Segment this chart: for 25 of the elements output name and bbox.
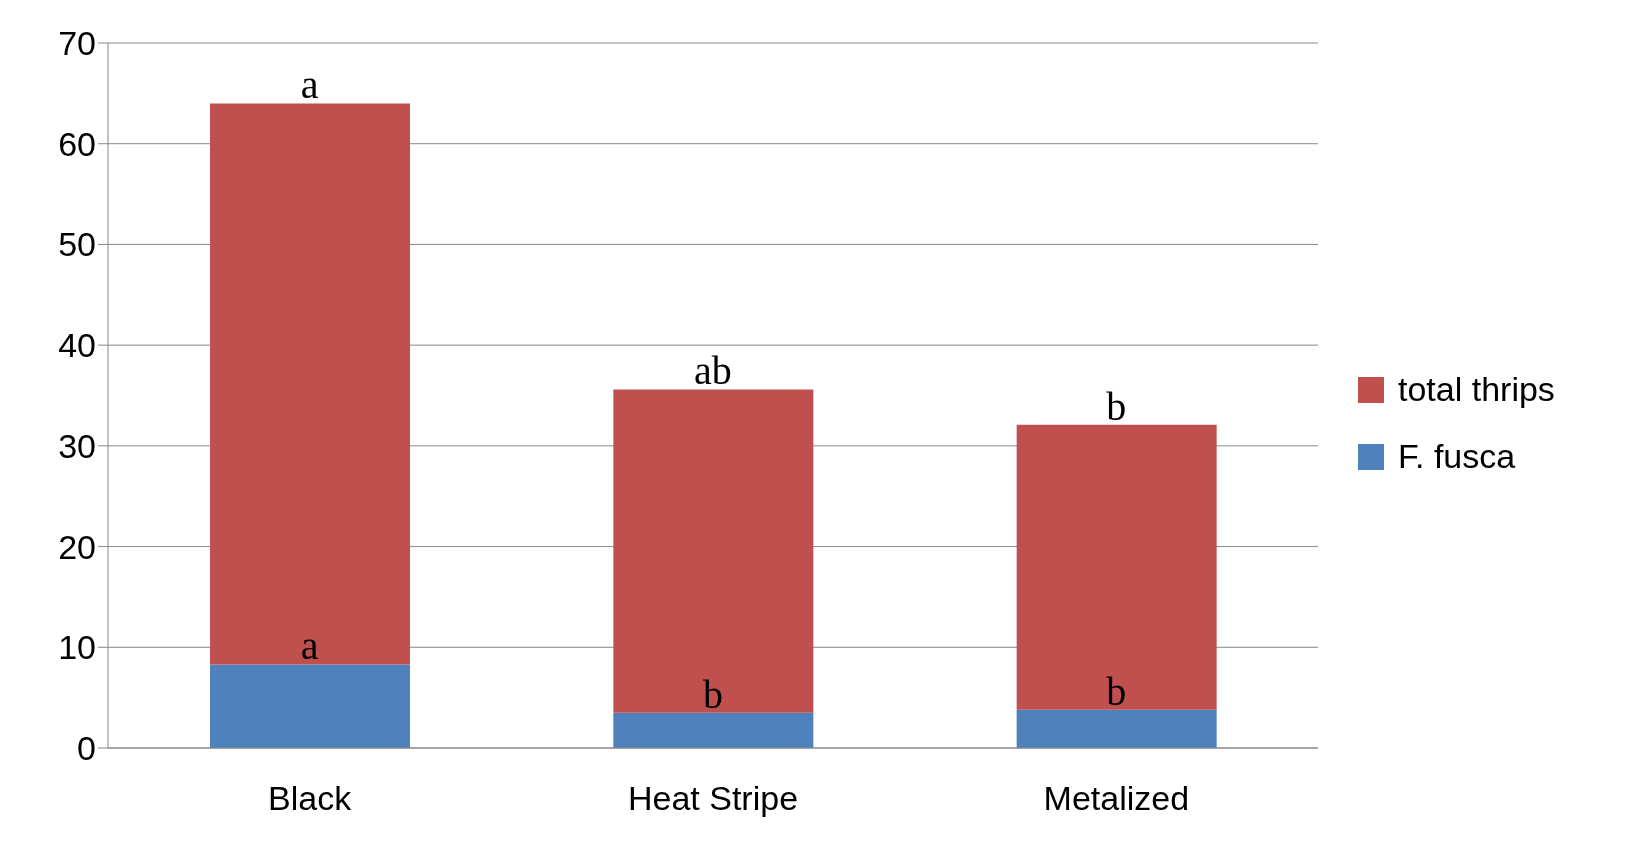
- bar: [1016, 709, 1217, 748]
- y-tick-label: 10: [58, 628, 96, 667]
- annotation: ab: [694, 348, 732, 394]
- y-tick-label: 70: [58, 24, 96, 63]
- legend-label: F. fusca: [1398, 437, 1516, 476]
- annotation: a: [300, 62, 319, 108]
- annotation: a: [300, 623, 319, 669]
- y-tick-label: 0: [77, 729, 96, 768]
- y-tick-label: 40: [58, 326, 96, 365]
- y-tick-label: 60: [58, 124, 96, 163]
- y-tick-label: 50: [58, 225, 96, 264]
- y-tick-label: 30: [58, 426, 96, 465]
- x-tick-label: Heat Stripe: [627, 779, 799, 818]
- legend-label: total thrips: [1398, 370, 1555, 409]
- annotation: b: [703, 671, 723, 717]
- bar: [210, 103, 410, 665]
- x-tick-label: Black: [268, 779, 353, 818]
- annotation: b: [1106, 668, 1127, 714]
- y-tick-label: 20: [58, 527, 96, 566]
- bar: [1016, 424, 1217, 710]
- x-tick-label: Metalized: [1043, 779, 1190, 818]
- bar: [613, 712, 814, 748]
- bar: [613, 389, 814, 713]
- annotation: b: [1106, 383, 1127, 429]
- bar: [210, 664, 410, 748]
